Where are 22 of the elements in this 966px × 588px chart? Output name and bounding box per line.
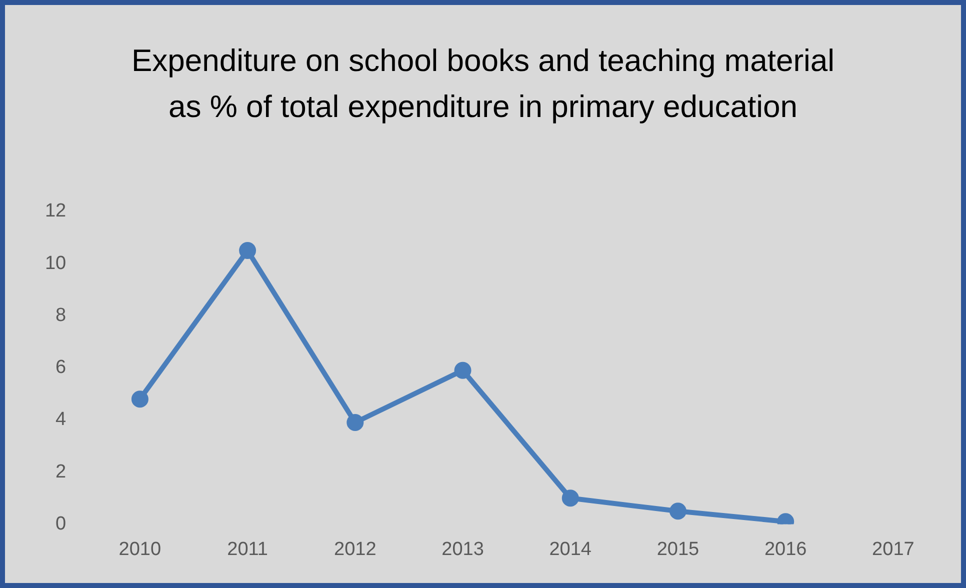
point: [454, 362, 472, 379]
x-tick-label: 2017: [872, 538, 914, 560]
point: [131, 390, 148, 408]
y-tick-label: 0: [56, 513, 66, 534]
x-tick-label: 2010: [118, 538, 162, 560]
point: [239, 242, 256, 259]
point: [346, 414, 364, 432]
x-tick-label: 2013: [442, 538, 484, 560]
point: [669, 502, 686, 520]
y-tick-label: 12: [44, 200, 66, 222]
point: [562, 490, 579, 507]
y-tick-label: 8: [56, 304, 66, 326]
x-tick-label: 2011: [227, 538, 268, 560]
y-tick-label: 6: [56, 357, 66, 378]
x-tick-label: 2016: [764, 538, 807, 560]
chart-title: Expenditure on school books and teaching material as % of total expenditure in primary education: [130, 42, 836, 126]
x-tick-label: 2014: [549, 538, 592, 560]
x-tick-label: 2015: [656, 538, 700, 560]
y-tick-label: 4: [56, 409, 67, 430]
y-tick-label: 10: [44, 252, 66, 274]
x-tick-label: 2012: [334, 538, 376, 560]
y-tick-label: 2: [56, 461, 66, 482]
